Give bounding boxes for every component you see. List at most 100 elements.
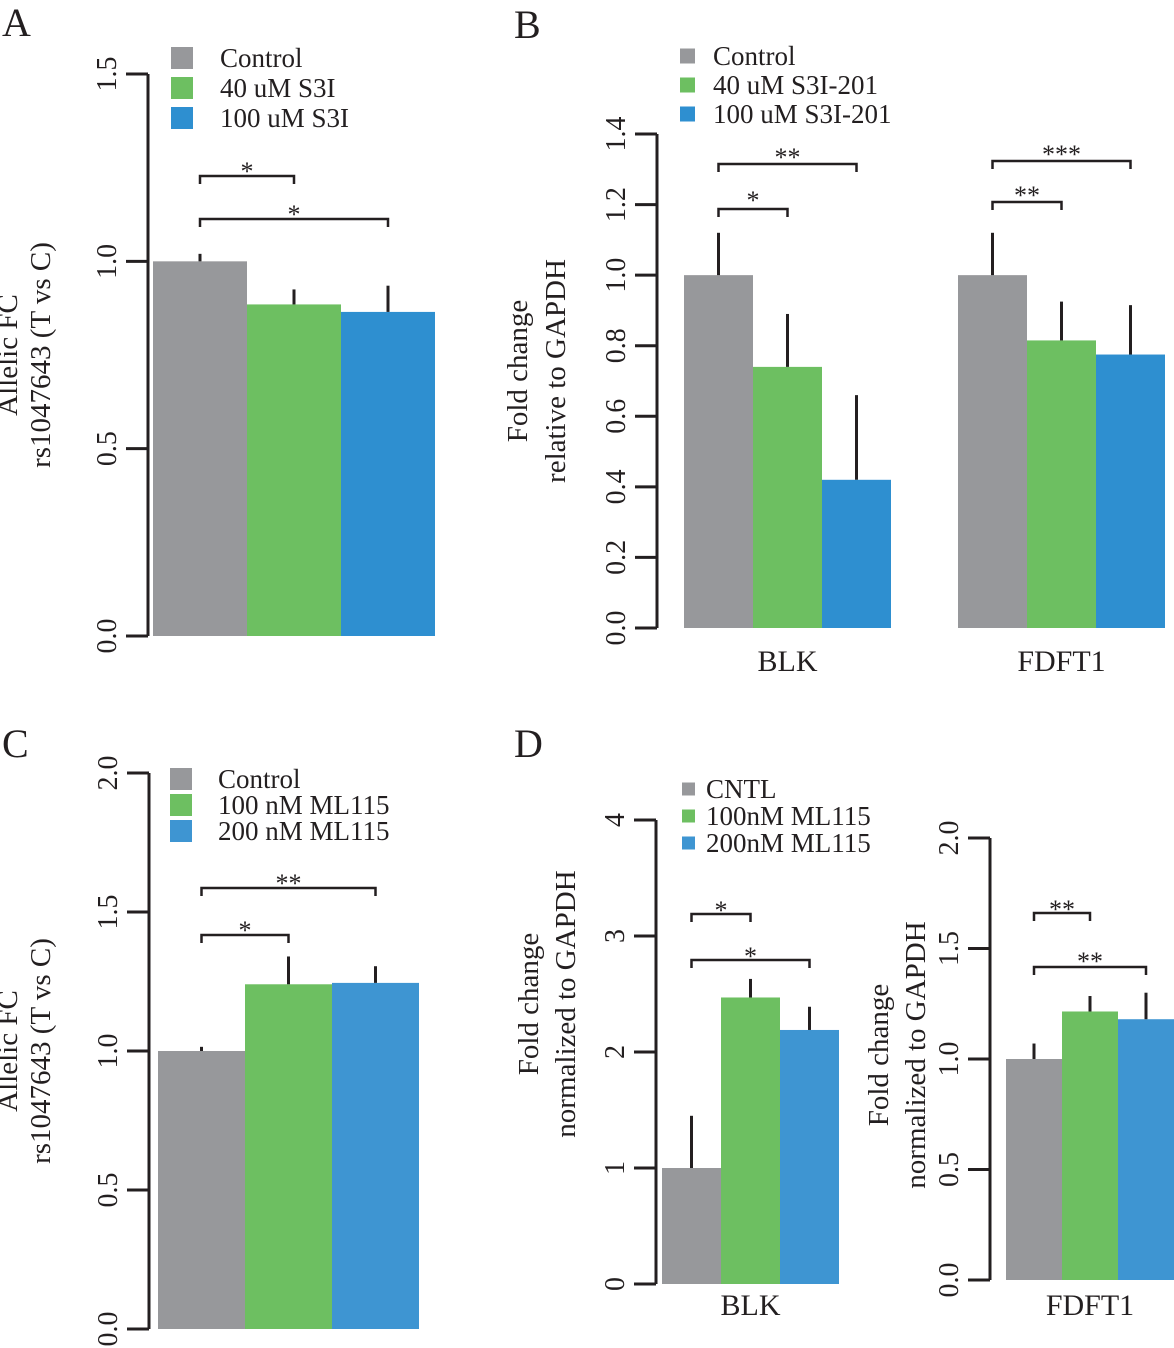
legend-label: 40 uM S3I xyxy=(220,73,336,103)
significance-label: * xyxy=(744,942,757,971)
y-axis-title: rs1047643 (T vs C) xyxy=(25,938,57,1164)
y-tick-label: 1.0 xyxy=(934,1042,965,1077)
legend-swatch xyxy=(680,106,695,122)
significance-label: *** xyxy=(1042,140,1081,169)
significance-bracket xyxy=(690,958,811,968)
legend-label: 40 uM S3I-201 xyxy=(713,70,878,100)
y-tick-label: 2 xyxy=(600,1045,631,1059)
y-tick-label: 0.0 xyxy=(934,1263,965,1298)
y-tick-label: 4 xyxy=(600,813,631,827)
y-tick-label: 1.0 xyxy=(92,244,123,279)
y-tick-label: 1.0 xyxy=(93,1034,124,1069)
bar-cntl xyxy=(662,1168,721,1284)
significance-label: ** xyxy=(276,869,302,898)
y-tick-label: 0.2 xyxy=(601,540,632,575)
significance-bracket xyxy=(198,217,390,227)
significance-label: * xyxy=(747,186,760,215)
chart-panel-a: A 0.0 0.5 1.0 1.5 Allelic FC rs1047643 (T vs C… xyxy=(0,0,435,654)
y-tick-label: 1.5 xyxy=(934,931,965,966)
legend-swatch xyxy=(171,107,193,129)
legend-swatch xyxy=(170,820,192,842)
chart-panel-d1: D 0 1 2 3 4 Fold change normalized to GAPDH CNTL… xyxy=(513,721,871,1322)
legend-swatch xyxy=(171,47,193,69)
bar-control xyxy=(158,1051,245,1329)
y-axis-title: relative to GAPDH xyxy=(540,259,572,483)
y-tick-label: 2.0 xyxy=(93,756,124,791)
bar-100-um-s3i-201 xyxy=(822,479,891,628)
legend-swatch xyxy=(170,768,192,790)
bar-cntl xyxy=(1006,1059,1062,1280)
panel-label: B xyxy=(514,2,541,47)
y-tick-label: 3 xyxy=(600,929,631,943)
bar-40-um-s3i-201 xyxy=(1027,340,1096,628)
significance-bracket xyxy=(198,174,296,184)
y-tick-label: 0.0 xyxy=(93,1312,124,1347)
bar-100-um-s3i xyxy=(341,311,435,636)
chart-panel-d2: 0.0 0.5 1.0 1.5 2.0 Fold change normalized to … xyxy=(863,821,1174,1322)
significance-bracket xyxy=(200,886,377,896)
significance-bracket xyxy=(991,159,1132,169)
legend-label: CNTL xyxy=(706,774,777,804)
legend-swatch xyxy=(680,77,695,93)
category-label: BLK xyxy=(721,1289,781,1322)
chart-panel-b: B 0.0 0.2 0.4 0.6 0.8 1.0 1.2 1.4 Fold change rela… xyxy=(502,2,1165,678)
legend-swatch xyxy=(682,809,695,823)
legend-swatch xyxy=(682,836,695,850)
y-tick-label: 2.0 xyxy=(934,821,965,856)
y-axis-title: normalized to GAPDH xyxy=(550,870,582,1137)
legend-label: Control xyxy=(713,41,796,71)
y-tick-label: 0.8 xyxy=(601,328,632,363)
legend-label: 100 nM ML115 xyxy=(218,790,390,820)
significance-label: * xyxy=(239,916,252,945)
legend-label: 200nM ML115 xyxy=(706,828,871,858)
y-tick-label: 0.0 xyxy=(92,619,123,654)
legend-label: 100nM ML115 xyxy=(706,801,871,831)
y-tick-label: 1.5 xyxy=(93,895,124,930)
chart-panel-c: C 0.0 0.5 1.0 1.5 2.0 Allelic FC rs1047643 (T v… xyxy=(0,721,419,1347)
bar-100-um-s3i-201 xyxy=(1096,354,1165,628)
y-tick-label: 1.4 xyxy=(601,117,632,152)
bar-control xyxy=(153,261,247,636)
y-axis-title: Fold change xyxy=(513,933,545,1076)
y-tick-label: 0.5 xyxy=(92,431,123,466)
bar-40-um-s3i-201 xyxy=(753,366,822,628)
bar-200nm-ml115 xyxy=(1118,1019,1174,1280)
legend-swatch xyxy=(680,48,695,64)
legend-label: 200 nM ML115 xyxy=(218,816,390,846)
y-axis-title: Allelic FC xyxy=(0,294,24,416)
legend-label: Control xyxy=(220,43,303,73)
category-label: FDFT1 xyxy=(1046,1289,1134,1322)
significance-label: ** xyxy=(1014,181,1040,210)
bar-control xyxy=(958,275,1027,628)
significance-bracket xyxy=(717,162,858,172)
bar-100nm-ml115 xyxy=(1062,1011,1118,1280)
panel-label: D xyxy=(514,721,543,766)
legend-swatch xyxy=(171,77,193,99)
significance-bracket xyxy=(991,200,1063,210)
significance-bracket xyxy=(1032,965,1148,975)
bar-100nm-ml115 xyxy=(721,997,780,1284)
legend-label: Control xyxy=(218,764,301,794)
bar-100-nm-ml115 xyxy=(245,984,332,1329)
bar-200-nm-ml115 xyxy=(332,982,419,1329)
y-axis-title: Allelic FC xyxy=(0,990,24,1112)
legend-swatch xyxy=(682,782,695,796)
legend-swatch xyxy=(170,794,192,816)
significance-bracket xyxy=(1032,911,1092,921)
y-tick-label: 0.5 xyxy=(93,1173,124,1208)
y-tick-label: 0 xyxy=(600,1277,631,1291)
y-tick-label: 0.5 xyxy=(934,1152,965,1187)
y-axis-title: Fold change xyxy=(863,984,895,1127)
significance-bracket xyxy=(200,933,290,943)
category-label: BLK xyxy=(758,645,818,678)
y-tick-label: 0.4 xyxy=(601,469,632,504)
y-axis-title: Fold change xyxy=(502,300,534,443)
legend-label: 100 uM S3I xyxy=(220,103,349,133)
y-axis-title: rs1047643 (T vs C) xyxy=(25,242,57,468)
significance-label: ** xyxy=(775,143,801,172)
significance-bracket xyxy=(717,207,789,217)
y-tick-label: 0.0 xyxy=(601,611,632,646)
panel-label: C xyxy=(2,721,29,766)
y-tick-label: 1 xyxy=(600,1161,631,1175)
bar-40-um-s3i xyxy=(247,304,341,636)
